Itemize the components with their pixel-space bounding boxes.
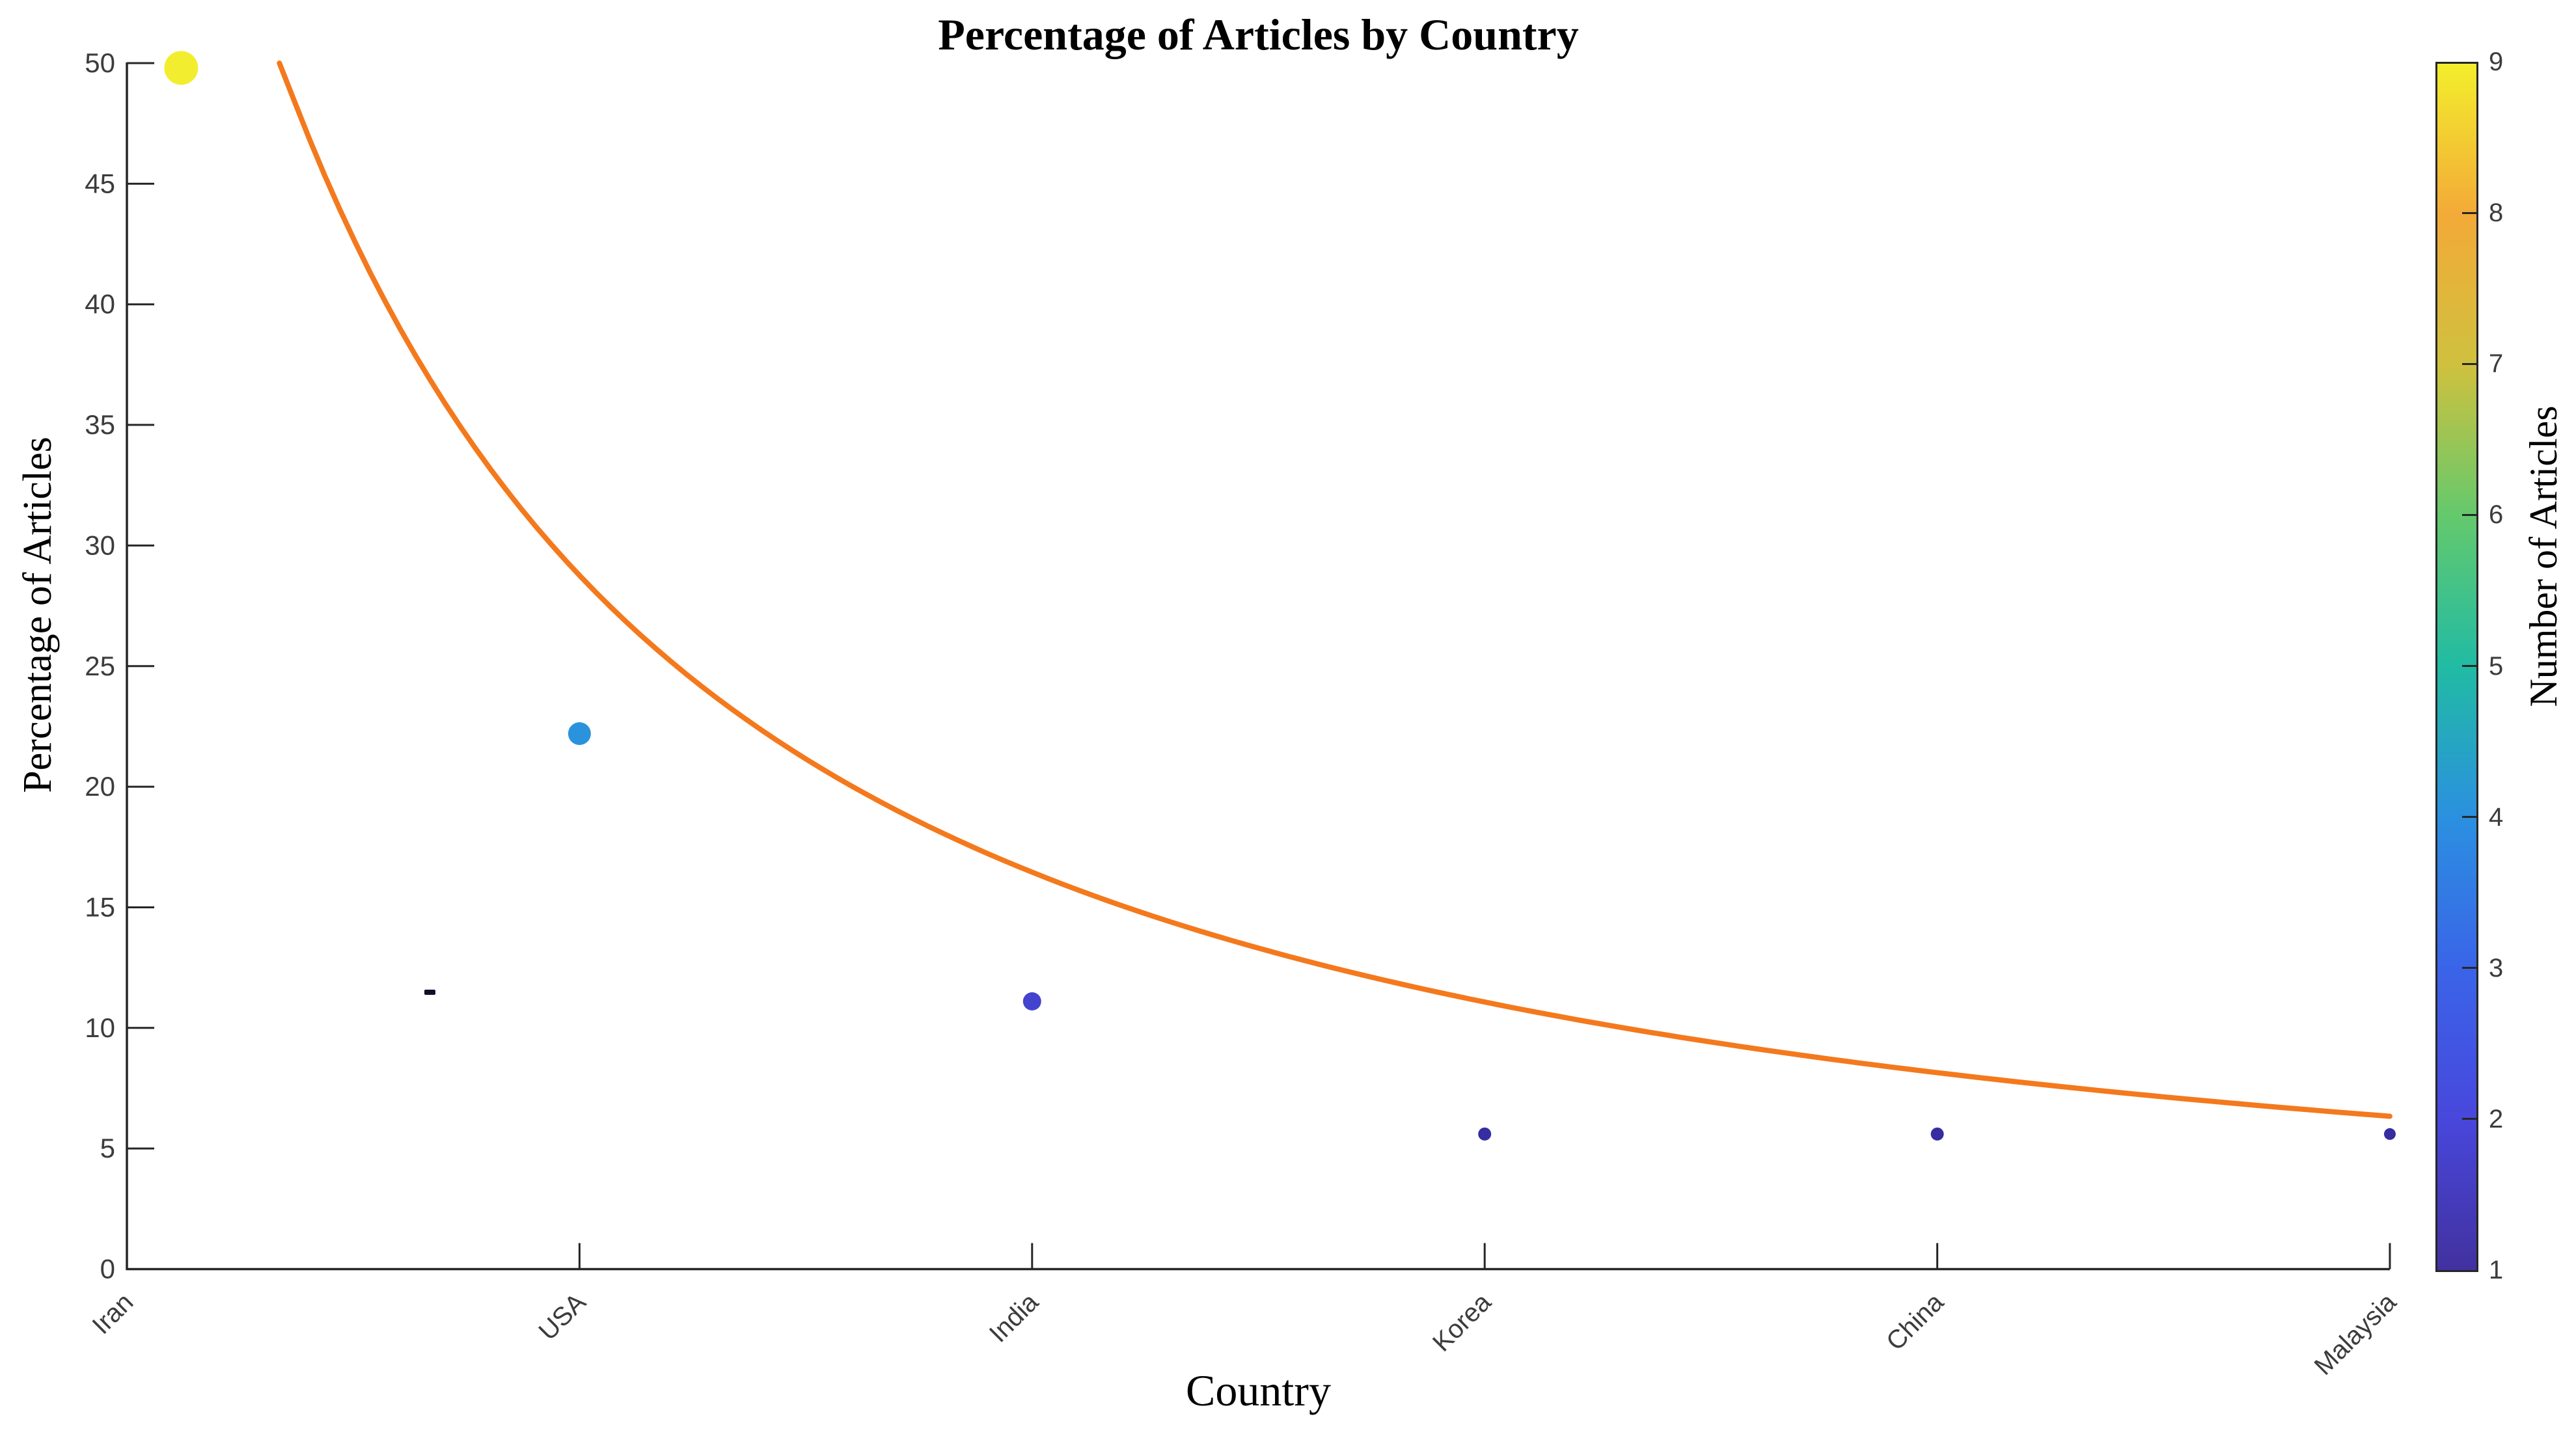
- stray-mark: [424, 990, 435, 995]
- y-tick-label: 10: [85, 1012, 115, 1043]
- x-tick-label-india: India: [984, 1288, 1045, 1348]
- data-point-korea: [1478, 1127, 1492, 1141]
- y-tick-label: 5: [100, 1133, 115, 1163]
- colorbar-tick-mark: [2462, 665, 2476, 667]
- y-tick-label: 25: [85, 651, 115, 681]
- colorbar-tick-label: 2: [2489, 1104, 2504, 1133]
- x-axis-title: Country: [1186, 1366, 1331, 1415]
- colorbar-tick-label: 6: [2489, 500, 2504, 530]
- y-tick-label: 20: [85, 771, 115, 802]
- colorbar-tick-label: 9: [2489, 47, 2504, 76]
- colorbar-tick-mark: [2462, 513, 2476, 516]
- y-tick-label: 50: [85, 47, 115, 78]
- x-tick-label-iran: Iran: [87, 1288, 139, 1340]
- data-point-malaysia: [2384, 1128, 2396, 1140]
- colorbar-tick-mark: [2462, 816, 2476, 819]
- colorbar-tick-mark: [2462, 1118, 2476, 1120]
- colorbar-tick-mark: [2462, 211, 2476, 214]
- colorbar-gradient: [2435, 62, 2478, 1272]
- y-tick-label: 30: [85, 530, 115, 560]
- colorbar-tick-label: 4: [2489, 802, 2504, 832]
- y-tick-label: 40: [85, 289, 115, 319]
- colorbar-tick-label: 8: [2489, 198, 2504, 228]
- y-tick-label: 35: [85, 409, 115, 440]
- y-tick-label: 0: [100, 1254, 115, 1284]
- colorbar-tick-mark: [2462, 967, 2476, 969]
- trend-line: [277, 61, 2392, 1119]
- y-tick-label: 15: [85, 891, 115, 922]
- x-tick-label-china: China: [1881, 1288, 1950, 1357]
- colorbar-tick-label: 1: [2489, 1256, 2504, 1284]
- colorbar-tick-label: 3: [2489, 953, 2504, 982]
- x-tick-label-korea: Korea: [1427, 1288, 1497, 1357]
- chart-title: Percentage of Articles by Country: [938, 10, 1579, 59]
- y-tick-label: 45: [85, 168, 115, 198]
- data-point-india: [1022, 992, 1041, 1010]
- data-point-china: [1930, 1127, 1944, 1141]
- colorbar-title: Number of Articles: [2522, 405, 2565, 707]
- y-axis-title: Percentage of Articles: [16, 437, 60, 793]
- colorbar-tick-mark: [2462, 362, 2476, 365]
- colorbar-tick-label: 7: [2489, 349, 2504, 379]
- data-point-iran: [164, 51, 199, 85]
- colorbar-tick-label: 5: [2489, 651, 2504, 681]
- data-point-usa: [568, 722, 591, 745]
- x-tick-label-usa: USA: [533, 1288, 591, 1346]
